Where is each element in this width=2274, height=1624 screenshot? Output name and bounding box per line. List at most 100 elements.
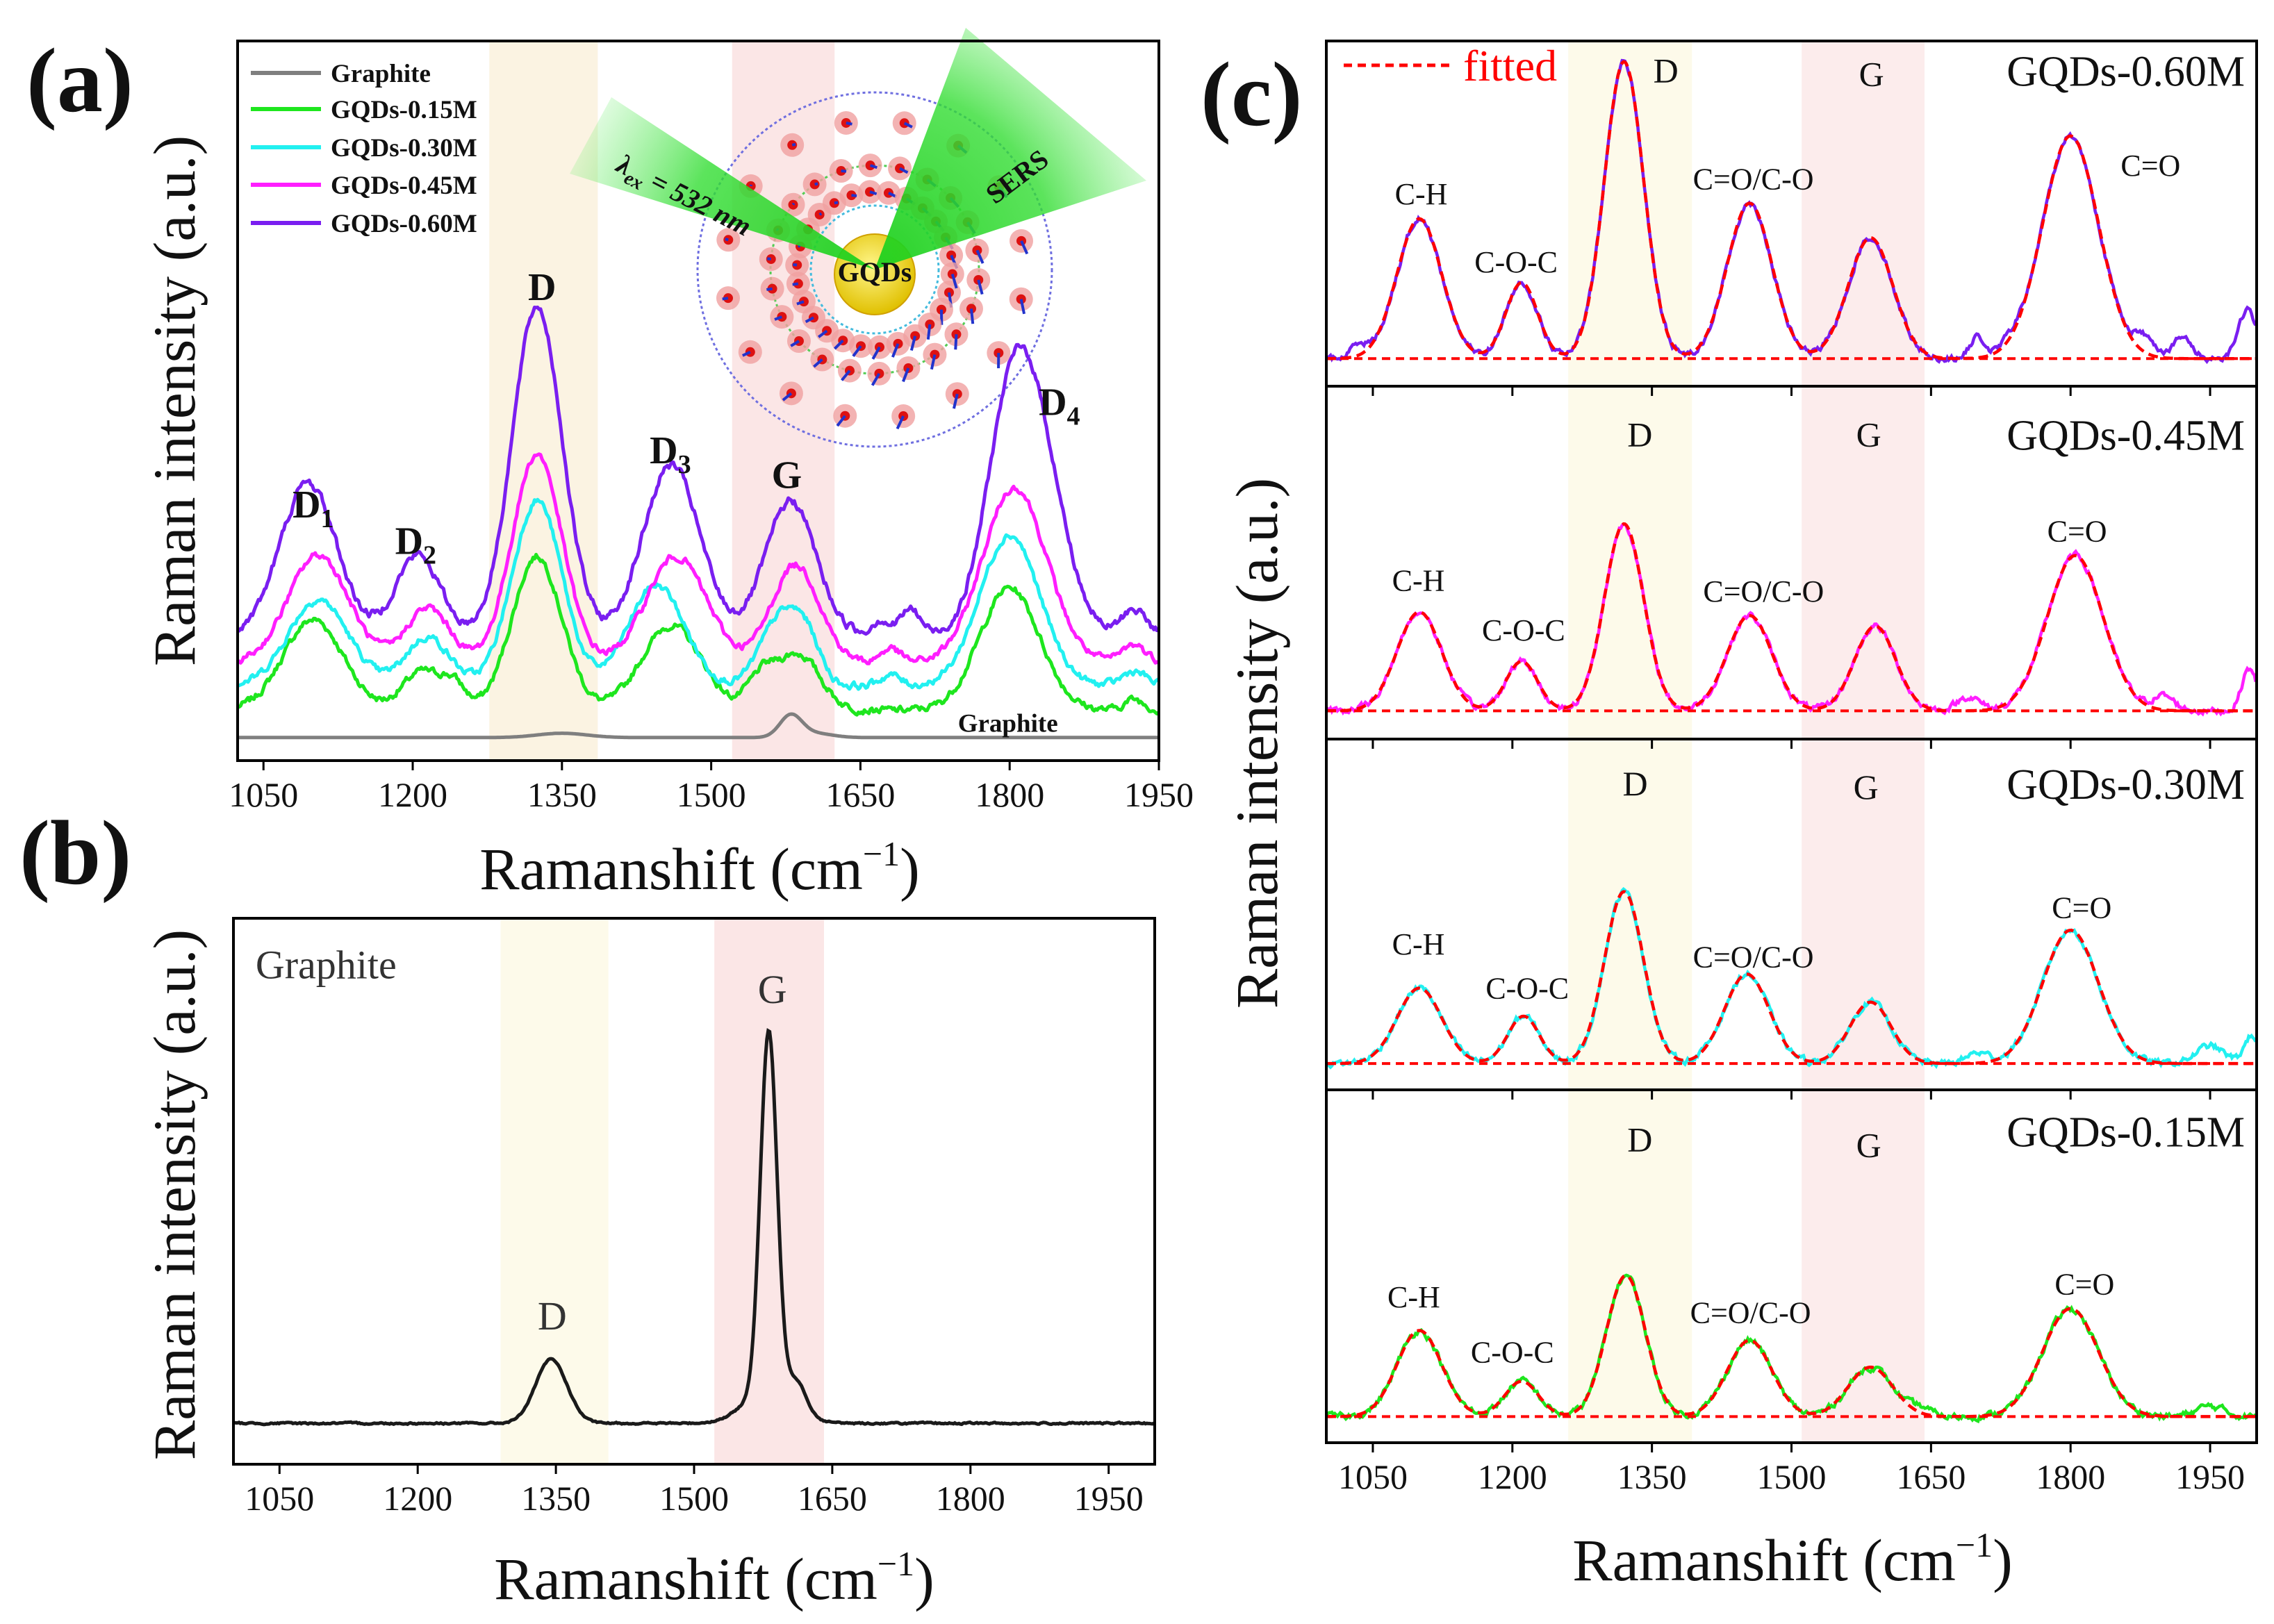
x-tick-label: 1350 <box>1617 1457 1687 1496</box>
x-tick-label: 1200 <box>1478 1457 1547 1496</box>
measured-spectrum <box>1326 887 2257 1070</box>
molecule-bond <box>846 122 852 126</box>
molecule-bond <box>725 238 729 242</box>
band-d <box>489 41 598 761</box>
peak-label: C=O <box>2120 149 2180 183</box>
molecule-bond <box>834 201 839 205</box>
molecule-bond <box>805 316 814 324</box>
fitted-curve <box>1326 890 2256 1066</box>
series-line-gqds-0-45m <box>237 452 1160 665</box>
molecule-bond <box>841 169 847 173</box>
sample-name: GQDs-0.30M <box>2007 761 2245 809</box>
graphite-curve-label: Graphite <box>958 710 1058 738</box>
panel-label-c: (c) <box>1201 43 1303 145</box>
band-d <box>1568 41 1692 386</box>
molecule-bond <box>954 334 958 350</box>
peak-label: C-O-C <box>1471 1336 1554 1370</box>
x-axis-title-a: Ramanshift (cm−1) <box>479 834 920 902</box>
legend-label: GQDs-0.15M <box>331 96 477 124</box>
panel-label-b: (b) <box>19 802 131 904</box>
molecule-bond <box>797 244 801 248</box>
molecule-bond <box>722 297 729 301</box>
band-d <box>1568 386 1692 739</box>
band-g <box>1802 41 1925 386</box>
outer-shell-ring <box>696 91 1053 448</box>
molecule-bond <box>869 164 878 169</box>
inner-shell-ring <box>809 204 940 335</box>
molecule-bond <box>852 345 862 357</box>
peak-label: D <box>1622 764 1647 803</box>
molecule-bond <box>930 354 937 370</box>
molecule-bond <box>851 194 857 197</box>
legend-label-fitted: fitted <box>1463 41 1557 90</box>
x-tick-label: 1050 <box>1338 1457 1408 1496</box>
excitation-beam <box>570 97 875 270</box>
sample-name: GQDs-0.60M <box>2007 49 2245 96</box>
sers-beam <box>875 28 1146 270</box>
peak-label: C=O/C-O <box>1693 940 1814 974</box>
legend-label: GQDs-0.30M <box>331 134 477 163</box>
molecule-bond <box>814 182 818 186</box>
peak-label: G <box>1859 55 1884 94</box>
molecule-bond <box>899 167 909 174</box>
annotations: D1 D2 D D3 G D4 Graphite Graphite D G D G C-H C-O-C C=… <box>256 49 2245 1370</box>
peak-label: G <box>758 967 787 1012</box>
peak-label: D2 <box>395 520 436 570</box>
molecule-bond <box>767 257 772 261</box>
axes: 1050 1200 1350 1500 1650 1800 1950 1050 1200 1350… <box>229 40 2258 1518</box>
x-tick-label: 1350 <box>521 1479 591 1518</box>
band-g <box>714 918 824 1464</box>
molecule-bond <box>741 350 751 357</box>
peak-label: G <box>1856 415 1881 454</box>
legend-panel-a: Graphite GQDs-0.15M GQDs-0.30M GQDs-0.45… <box>251 60 477 238</box>
x-tick-label: 1650 <box>825 775 895 814</box>
band-g <box>1802 739 1925 1090</box>
peak-label: D4 <box>1039 381 1080 431</box>
molecule-bond <box>869 190 878 196</box>
x-tick-label: 1950 <box>1074 1479 1144 1518</box>
peak-label: C=O <box>2052 891 2111 925</box>
molecule-bond <box>790 340 800 347</box>
peak-label: C=O/C-O <box>1693 163 1814 197</box>
plot-frame-a <box>236 40 1160 762</box>
shaded-bands <box>489 41 1925 1464</box>
measured-spectrum <box>1325 58 2257 365</box>
peak-label: D <box>1654 51 1679 90</box>
molecule-bond <box>903 122 913 129</box>
band-d <box>500 918 609 1464</box>
molecule-bond <box>796 300 805 306</box>
molecule-bond <box>896 415 905 430</box>
peak-label: D1 <box>293 483 333 533</box>
x-tick-label: 1650 <box>798 1479 867 1518</box>
peak-label: C=O <box>2048 515 2107 549</box>
peak-label: C-O-C <box>1474 245 1558 279</box>
molecule-bond <box>1019 299 1026 315</box>
series-line-graphite <box>233 1027 1155 1427</box>
molecule-bond <box>841 370 851 381</box>
series-line-gqds-0-60m <box>237 305 1159 636</box>
plot-frame-b <box>232 917 1156 1466</box>
panel-label-a: (a) <box>26 29 133 131</box>
molecule-bond <box>871 346 881 360</box>
x-tick-label: 1800 <box>936 1479 1005 1518</box>
fitted-curve <box>1326 1274 2256 1418</box>
molecule-bond <box>926 324 932 340</box>
molecule-bond <box>891 343 900 358</box>
molecule-bond <box>953 393 959 409</box>
peak-label: Graphite <box>256 942 397 987</box>
molecule-bond <box>792 282 799 286</box>
peak-label: C=O <box>2054 1268 2114 1302</box>
peak-label: C-H <box>1392 564 1445 598</box>
peak-label: C-O-C <box>1485 972 1569 1006</box>
molecule-atom <box>745 347 755 357</box>
band-d <box>1568 1090 1692 1443</box>
x-tick-label: 1200 <box>378 775 447 814</box>
molecule-bond <box>818 212 823 216</box>
series-line-gqds-0-30m <box>237 497 1160 691</box>
legend-label: GQDs-0.60M <box>331 210 477 238</box>
molecule-bond <box>975 249 984 264</box>
x-tick-label: 1950 <box>1124 775 1194 814</box>
x-axis-title-b: Ramanshift (cm−1) <box>494 1544 934 1612</box>
peak-label: C-H <box>1387 1280 1440 1314</box>
